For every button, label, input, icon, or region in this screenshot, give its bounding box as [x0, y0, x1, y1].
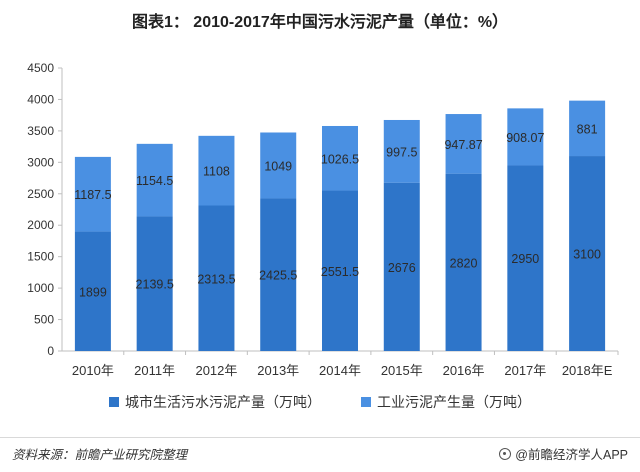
y-tick-label: 2000	[27, 218, 54, 232]
legend-item-urban: 城市生活污水污泥产量（万吨）	[109, 392, 321, 412]
bar-industrial	[260, 132, 297, 199]
y-tick-label: 3000	[27, 155, 54, 169]
bar-urban	[260, 198, 297, 351]
x-tick-label: 2016年	[443, 363, 485, 378]
legend-swatch-urban	[109, 397, 119, 407]
bar-industrial	[569, 100, 606, 157]
y-tick-label: 1500	[27, 250, 54, 264]
bar-urban	[322, 190, 358, 351]
bar-industrial	[322, 125, 358, 191]
data-label-urban: 3100	[573, 248, 601, 262]
y-tick-label: 1000	[27, 281, 54, 295]
x-tick-label: 2017年	[504, 363, 546, 378]
data-label-urban: 2676	[388, 261, 416, 275]
chart-legend: 城市生活污水污泥产量（万吨） 工业污泥产生量（万吨）	[0, 392, 640, 412]
bar-urban	[136, 216, 173, 351]
y-tick-label: 500	[34, 313, 54, 327]
bar-industrial	[136, 143, 173, 217]
brand-credit: @前瞻经济学人APP	[499, 444, 628, 463]
legend-label-urban: 城市生活污水污泥产量（万吨）	[125, 394, 321, 410]
bar-industrial	[198, 135, 235, 206]
data-label-urban: 2139.5	[136, 278, 174, 292]
x-tick-label: 2014年	[319, 363, 361, 378]
footer-divider	[0, 437, 640, 438]
data-label-industrial: 1026.5	[321, 152, 359, 166]
y-tick-label: 4500	[27, 61, 54, 75]
data-label-urban: 2313.5	[197, 272, 235, 286]
bar-urban	[445, 173, 482, 351]
x-tick-label: 2010年	[72, 363, 114, 378]
data-label-industrial: 1108	[203, 165, 230, 179]
x-tick-label: 2011年	[134, 363, 175, 378]
data-label-industrial: 1187.5	[74, 188, 111, 202]
source-note: 资料来源：前瞻产业研究院整理	[12, 448, 188, 462]
stacked-bar-chart: 0 500 1000 1500 2000 2500 3000 3500 4000 4500 1899…	[27, 61, 619, 378]
y-tick-label: 0	[47, 344, 54, 358]
data-label-industrial: 1049	[264, 159, 292, 173]
bar-urban	[569, 156, 606, 351]
data-label-industrial: 881	[577, 122, 598, 136]
y-tick-label: 4000	[27, 92, 54, 106]
data-label-urban: 2820	[450, 256, 478, 270]
x-tick-label: 2018年E	[562, 363, 613, 378]
x-tick-label: 2012年	[195, 363, 237, 378]
bar-urban	[74, 231, 111, 351]
bar-urban	[507, 165, 544, 351]
data-label-industrial: 1154.5	[136, 174, 173, 188]
bar-industrial	[74, 156, 111, 232]
chart-title: 图表1： 2010-2017年中国污水污泥产量（单位：%）	[131, 14, 509, 31]
data-label-industrial: 908.07	[506, 131, 544, 145]
data-label-urban: 2551.5	[321, 265, 359, 279]
data-label-urban: 2950	[511, 252, 539, 266]
y-tick-label: 3500	[27, 124, 54, 138]
brand-text: @前瞻经济学人APP	[515, 448, 628, 462]
data-label-industrial: 997.5	[386, 145, 417, 159]
bar-industrial	[507, 108, 544, 166]
y-tick-label: 2500	[27, 187, 54, 201]
data-label-urban: 2425.5	[259, 269, 297, 283]
bar-industrial	[445, 114, 482, 174]
data-label-urban: 1899	[79, 285, 107, 299]
legend-item-industrial: 工业污泥产生量（万吨）	[361, 392, 531, 412]
bar-urban	[383, 182, 420, 351]
legend-swatch-industrial	[361, 397, 371, 407]
bar-industrial	[383, 119, 420, 183]
x-tick-label: 2013年	[257, 363, 299, 378]
bar-urban	[198, 205, 235, 351]
data-label-industrial: 947.87	[444, 138, 482, 152]
brand-logo-icon	[499, 447, 512, 460]
legend-label-industrial: 工业污泥产生量（万吨）	[377, 394, 531, 410]
x-tick-label: 2015年	[381, 363, 423, 378]
